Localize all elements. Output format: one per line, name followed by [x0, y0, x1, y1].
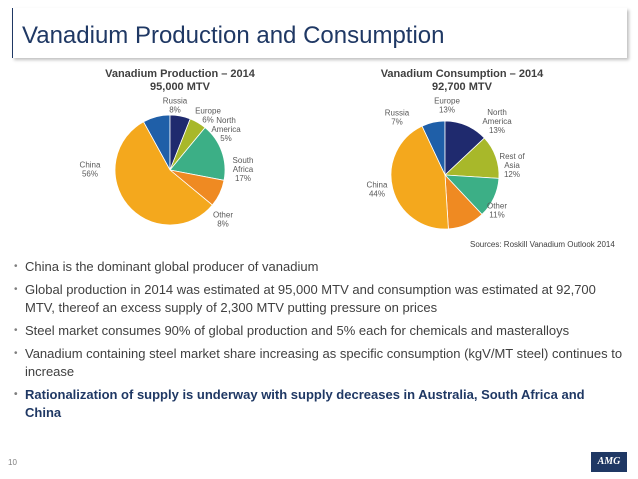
bullet-text: Rationalization of supply is underway wi…: [25, 387, 585, 420]
bullet-item: • Global production in 2014 was estimated…: [14, 281, 624, 317]
consumption-pie: [390, 120, 500, 230]
consumption-title: Vanadium Consumption – 2014: [380, 68, 544, 80]
bullet-item-highlight: • Rationalization of supply is underway w…: [14, 386, 624, 422]
source-note: Sources: Roskill Vanadium Outlook 2014: [470, 240, 615, 249]
data-label-china: China 44%: [367, 181, 388, 199]
data-label-other: Other 11%: [487, 202, 507, 220]
pie-slice-south-africa: [169, 127, 226, 181]
pie-slice-china: [390, 125, 449, 230]
slide-title: Vanadium Production and Consumption: [22, 22, 445, 49]
bullet-text: Vanadium containing steel market share i…: [25, 346, 623, 379]
bullet-item: • Vanadium containing steel market share …: [14, 345, 624, 381]
bullet-marker: •: [14, 261, 18, 272]
data-label-russia: Russia 8%: [163, 97, 188, 115]
bullet-list: • China is the dominant global producer o…: [14, 258, 624, 427]
data-label-europe: Europe 6%: [195, 107, 221, 125]
data-label-south-africa: South Africa 17%: [233, 156, 254, 183]
production-chart-title: Vanadium Production – 2014 95,000 MTV: [70, 68, 290, 94]
data-label-other: Other 8%: [213, 211, 233, 229]
production-subtitle: 95,000 MTV: [150, 81, 210, 93]
amg-logo: AMG: [591, 452, 627, 472]
bullet-marker: •: [14, 284, 18, 295]
data-label-north-america: North America 13%: [482, 108, 512, 135]
page-number: 10: [8, 458, 17, 467]
bullet-text: Global production in 2014 was estimated …: [25, 282, 596, 315]
bullet-item: • China is the dominant global producer o…: [14, 258, 624, 276]
bullet-text: Steel market consumes 90% of global prod…: [25, 323, 570, 338]
consumption-chart-title: Vanadium Consumption – 2014 92,700 MTV: [352, 68, 572, 94]
bullet-text: China is the dominant global producer of…: [25, 259, 319, 274]
production-pie: [114, 114, 226, 226]
data-label-north-america: North America 5%: [211, 116, 241, 143]
bullet-item: • Steel market consumes 90% of global pro…: [14, 322, 624, 340]
data-label-china: China 56%: [80, 161, 101, 179]
bullet-marker: •: [14, 325, 18, 336]
bullet-marker: •: [14, 348, 18, 359]
title-box: [12, 8, 627, 58]
production-title: Vanadium Production – 2014: [105, 68, 255, 80]
data-label-europe: Europe 13%: [434, 97, 460, 115]
pie-slice-china: [114, 121, 213, 226]
data-label-russia: Russia 7%: [385, 109, 410, 127]
bullet-marker: •: [14, 389, 18, 400]
data-label-rest-of-asia: Rest of Asia 12%: [499, 152, 525, 179]
consumption-subtitle: 92,700 MTV: [432, 81, 492, 93]
